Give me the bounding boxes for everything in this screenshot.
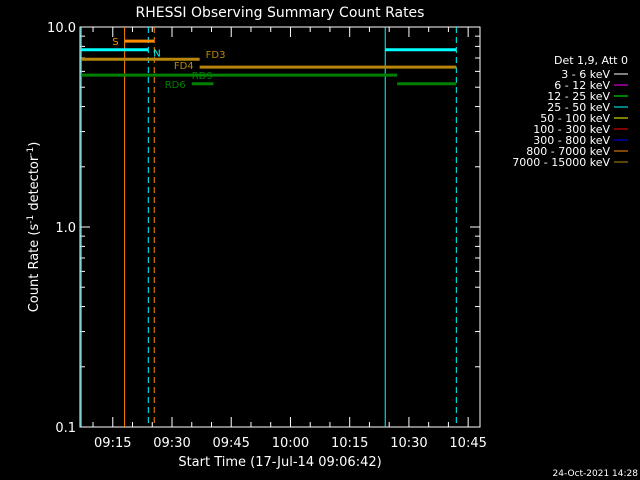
y-tick-label: 10.0	[47, 21, 76, 36]
legend-entry-label: 800 - 7000 keV	[526, 145, 610, 158]
segment-label: RD9	[192, 71, 213, 82]
y-tick-label: 1.0	[55, 221, 76, 236]
legend-header: Det 1,9, Att 0	[554, 54, 628, 67]
segment-label: N	[153, 49, 160, 60]
chart-title: RHESSI Observing Summary Count Rates	[136, 5, 425, 21]
x-tick-label: 10:15	[331, 436, 368, 451]
x-tick-label: 10:00	[272, 436, 309, 451]
x-tick-label: 10:45	[449, 436, 486, 451]
y-tick-label: 0.1	[55, 421, 76, 436]
legend-entry-label: 12 - 25 keV	[547, 90, 610, 103]
segment-label: RD6	[165, 80, 186, 91]
x-tick-label: 09:15	[94, 436, 131, 451]
legend-entry-label: 50 - 100 keV	[540, 112, 610, 125]
legend-entry-label: 3 - 6 keV	[561, 68, 610, 81]
x-tick-label: 09:30	[153, 436, 190, 451]
segment-label: S	[112, 37, 118, 48]
timestamp: 24-Oct-2021 14:28	[553, 469, 639, 479]
segment-label: FD3	[206, 50, 226, 61]
x-tick-label: 09:45	[212, 436, 249, 451]
legend-entry-label: 100 - 300 keV	[533, 123, 610, 136]
x-axis-label: Start Time (17-Jul-14 09:06:42)	[178, 455, 381, 470]
segment-label: FD4	[174, 61, 194, 72]
y-axis-label: Count Rate (s-1 detector-1)	[26, 142, 42, 313]
legend-entry-label: 7000 - 15000 keV	[512, 156, 610, 169]
plot-area: 10.0 1.0 0.1 09:15 09:30 09:45 10:00 10:15 10:30…	[47, 21, 487, 451]
legend-entry-label: 25 - 50 keV	[547, 101, 610, 114]
x-tick-label: 10:30	[390, 436, 427, 451]
legend-entry-label: 300 - 800 keV	[533, 134, 610, 147]
legend-entry-label: 6 - 12 keV	[554, 79, 610, 92]
